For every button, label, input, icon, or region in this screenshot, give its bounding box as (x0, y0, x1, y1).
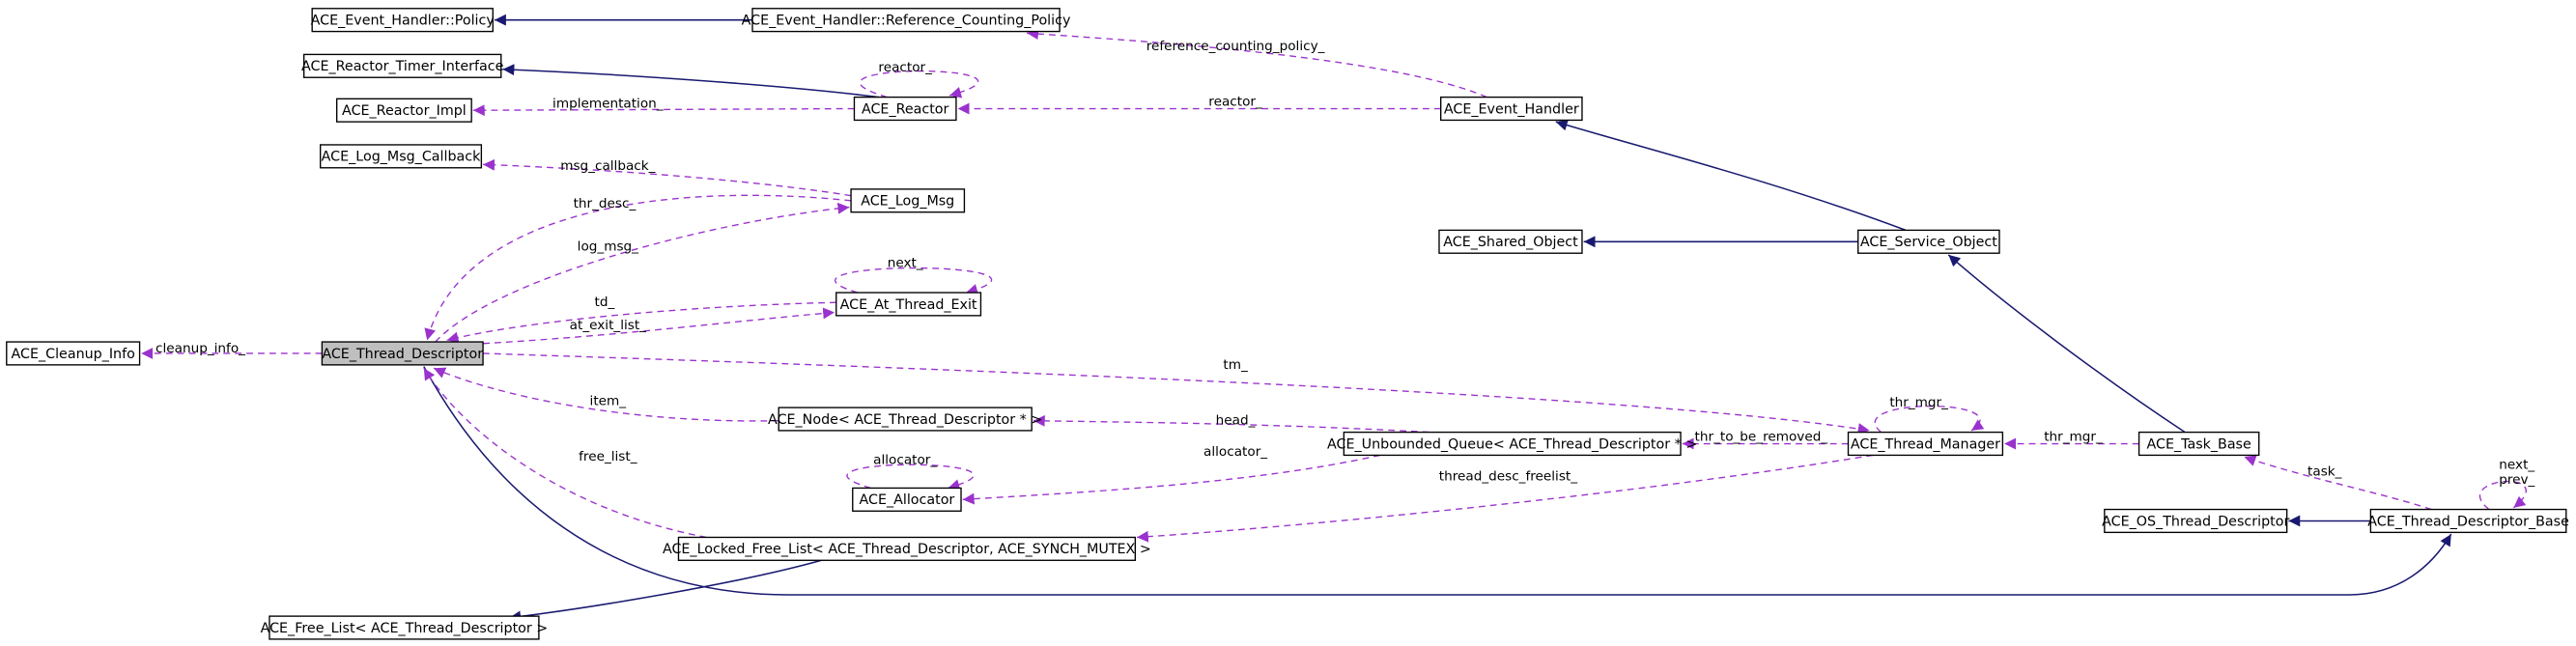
class-label: ACE_Event_Handler (1444, 101, 1579, 117)
class-box (852, 487, 962, 512)
class-box (336, 98, 472, 123)
usage-edge (1033, 414, 1430, 434)
class-box (835, 292, 982, 317)
class-label: ACE_OS_Thread_Descriptor (2102, 514, 2289, 529)
class-box (2104, 508, 2288, 534)
edge-label: msg_callback_ (560, 158, 655, 174)
edge-label: allocator_ (1203, 444, 1267, 460)
class-box (853, 96, 957, 122)
usage-edges: reference_counting_policy_reactor_implem… (141, 28, 2535, 543)
class-box (6, 341, 141, 366)
usage-edge (423, 367, 707, 539)
edge-label: task_ (2307, 463, 2342, 479)
inheritance-edge (502, 64, 880, 98)
class-label: ACE_Free_List< ACE_Thread_Descriptor > (261, 621, 549, 636)
class-label: ACE_Reactor_Impl (342, 103, 467, 119)
class-label: ACE_Reactor (862, 101, 949, 117)
class-label: ACE_Thread_Descriptor (322, 347, 483, 362)
edge-label: allocator_ (873, 453, 937, 468)
usage-edge (962, 454, 1380, 505)
usage-edge (1027, 28, 1487, 98)
edge-label: tm_ (1223, 357, 1248, 373)
class-label: ACE_At_Thread_Exit (840, 297, 977, 313)
class-box (1438, 229, 1583, 254)
edge-label: head_ (1216, 413, 1256, 429)
class-label: ACE_Log_Msg (861, 194, 954, 210)
edge-label: thr_desc_ (574, 196, 637, 211)
edge-label: implementation_ (552, 96, 664, 111)
class-label: ACE_Event_Handler::Policy (311, 14, 495, 29)
usage-edge (483, 352, 1870, 435)
class-label: ACE_Allocator (859, 492, 954, 508)
class-label: ACE_Thread_Manager (1851, 436, 2000, 452)
class-box (269, 615, 540, 640)
class-box (677, 536, 1136, 561)
edge-label: log_msg_ (578, 239, 638, 254)
class-label: ACE_Cleanup_Info (12, 347, 135, 362)
class-label: ACE_Event_Handler::Reference_Counting_Po… (742, 14, 1071, 29)
class-label: ACE_Shared_Object (1443, 235, 1578, 250)
usage-edge (424, 194, 852, 341)
usage-edge (472, 104, 855, 117)
class-label: ACE_Unbounded_Queue< ACE_Thread_Descript… (1327, 436, 1697, 452)
class-box (850, 188, 966, 213)
usage-edge (483, 158, 852, 197)
class-label: ACE_Node< ACE_Thread_Descriptor * > (768, 412, 1042, 428)
usage-edge (846, 463, 975, 491)
class-box (778, 407, 1033, 432)
class-label: ACE_Locked_Free_List< ACE_Thread_Descrip… (663, 542, 1151, 557)
edge-label: item_ (590, 393, 627, 408)
edge-label: td_ (595, 295, 615, 310)
edge-label: next_ (2499, 458, 2534, 473)
edge-label: reference_counting_policy_ (1146, 39, 1325, 54)
class-label: ACE_Log_Msg_Callback (322, 150, 481, 165)
class-label: ACE_Task_Base (2147, 436, 2251, 452)
usage-edge (446, 301, 836, 344)
class-box (1857, 229, 2000, 254)
edge-label: at_exit_list_ (570, 318, 646, 333)
class-label: ACE_Service_Object (1860, 235, 1997, 250)
usage-edge (1874, 405, 1985, 434)
inheritance-edge (423, 366, 2452, 596)
edge-label: reactor_ (1208, 95, 1262, 110)
class-label: ACE_Reactor_Timer_Interface (301, 59, 504, 74)
edge-label: thr_mgr_ (1889, 395, 1948, 410)
usage-edge (1136, 454, 1874, 543)
edge-label: reactor_ (878, 60, 932, 75)
usage-edge (483, 307, 835, 345)
inheritance-edge (1947, 254, 2186, 434)
edge-label: free_list_ (579, 449, 637, 464)
class-box (302, 53, 502, 78)
class-box (2137, 431, 2260, 457)
usage-edge (2244, 455, 2432, 511)
class-label: ACE_Thread_Descriptor_Base (2367, 514, 2569, 529)
edge-label: thr_mgr_ (2044, 430, 2103, 445)
edge-label: prev_ (2499, 472, 2534, 488)
edge-label: next_ (888, 255, 923, 270)
edge-label: thr_to_be_removed_ (1695, 430, 1828, 445)
usage-edge (835, 267, 993, 295)
class-box (311, 8, 494, 33)
class-box (1440, 96, 1583, 122)
class-box (1343, 431, 1682, 457)
usage-edge (433, 367, 779, 422)
inheritance-edges (423, 14, 2452, 623)
usage-edge (435, 202, 850, 343)
usage-edge (2479, 480, 2527, 511)
class-box (2369, 508, 2567, 534)
class-box (321, 341, 484, 366)
class-box (319, 144, 483, 169)
class-box (1847, 431, 2004, 457)
edge-label: cleanup_info_ (156, 341, 245, 356)
edge-label: thread_desc_freelist_ (1439, 469, 1577, 485)
usage-edge (859, 70, 979, 98)
class-box (751, 8, 1061, 33)
inheritance-edge (509, 559, 822, 623)
inheritance-edge (1555, 119, 1907, 232)
